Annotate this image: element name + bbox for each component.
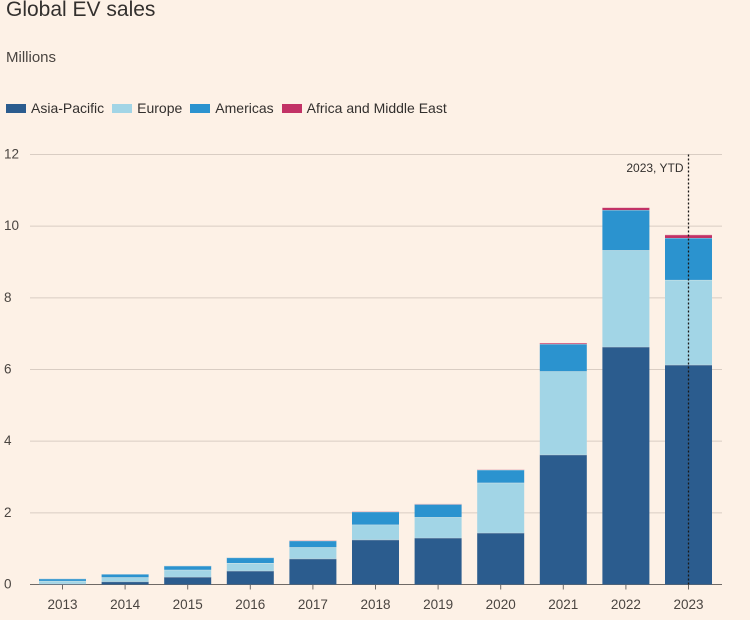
bar-2022-africa-and-middle-east [602,207,650,211]
x-tick-label-2023: 2023 [673,597,703,612]
bar-2015-asia-pacific [164,576,212,585]
ytd-annotation-label: 2023, YTD [626,161,683,175]
legend-item-europe: Europe [112,100,182,116]
y-tick-label-12: 12 [4,147,19,162]
x-tick-label-2016: 2016 [235,597,265,612]
bar-2013-europe [39,580,86,584]
legend-swatch-asia-pacific [6,103,26,113]
bar-2014-europe [101,577,149,582]
bar-2022-americas [602,210,650,251]
legend-swatch-americas [190,103,211,113]
bar-2022-europe [602,250,650,347]
bar-2014-americas [101,574,149,578]
x-tick-label-2017: 2017 [298,597,328,612]
bar-2016-americas [226,557,274,563]
y-tick-label-4: 4 [4,433,12,448]
legend-item-africa-middle-east: Africa and Middle East [281,100,447,116]
chart-title: Global EV sales [6,0,156,21]
bar-2021-asia-pacific [539,454,587,585]
bar-2018-europe [352,524,399,540]
y-tick-label-6: 6 [4,362,12,377]
bar-2021-europe [539,371,587,455]
bar-2020-asia-pacific [477,532,525,585]
x-tick-label-2013: 2013 [47,597,77,612]
legend-label-asia-pacific: Asia-Pacific [31,100,105,116]
legend-item-americas: Americas [190,100,274,116]
bar-2014-asia-pacific [101,581,149,585]
legend-swatch-africa-middle-east [281,103,302,113]
bar-2013-americas [39,578,86,581]
x-tick-label-2019: 2019 [423,597,453,612]
chart-subtitle: Millions [6,49,57,66]
bar-2017-asia-pacific [289,558,337,585]
bar-2020-europe [477,482,525,533]
bar-2017-europe [289,547,337,559]
x-tick-label-2015: 2015 [173,597,203,612]
bar-2015-americas [164,565,212,570]
bar-2019-americas [414,504,462,518]
bar-2021-africa-and-middle-east [539,342,587,345]
bar-2019-asia-pacific [414,537,462,585]
bar-2022-asia-pacific [602,346,650,585]
legend-item-asia-pacific: Asia-Pacific [6,100,104,116]
bar-2018-americas [352,511,399,525]
y-tick-label-2: 2 [4,505,12,520]
x-tick-label-2022: 2022 [611,597,641,612]
x-tick-label-2021: 2021 [548,597,578,612]
legend-label-europe: Europe [137,100,183,116]
bar-2016-europe [226,563,274,571]
legend-swatch-europe [112,103,133,113]
bar-2018-asia-pacific [352,539,399,585]
y-tick-label-0: 0 [4,577,12,592]
x-tick-label-2014: 2014 [110,597,141,612]
y-tick-label-8: 8 [4,290,12,305]
x-tick-label-2018: 2018 [360,597,390,612]
legend-label-africa-middle-east: Africa and Middle East [306,100,447,116]
bar-2016-asia-pacific [226,570,274,585]
bar-2019-europe [414,517,462,538]
bar-2020-americas [477,469,525,483]
bar-2021-americas [539,344,587,372]
legend: Asia-Pacific Europe Americas Africa and … [6,100,447,116]
legend-label-americas: Americas [215,100,274,116]
y-tick-label-10: 10 [4,218,19,233]
x-tick-label-2020: 2020 [486,597,516,612]
bar-2017-americas [289,540,337,548]
bar-2015-europe [164,569,212,577]
